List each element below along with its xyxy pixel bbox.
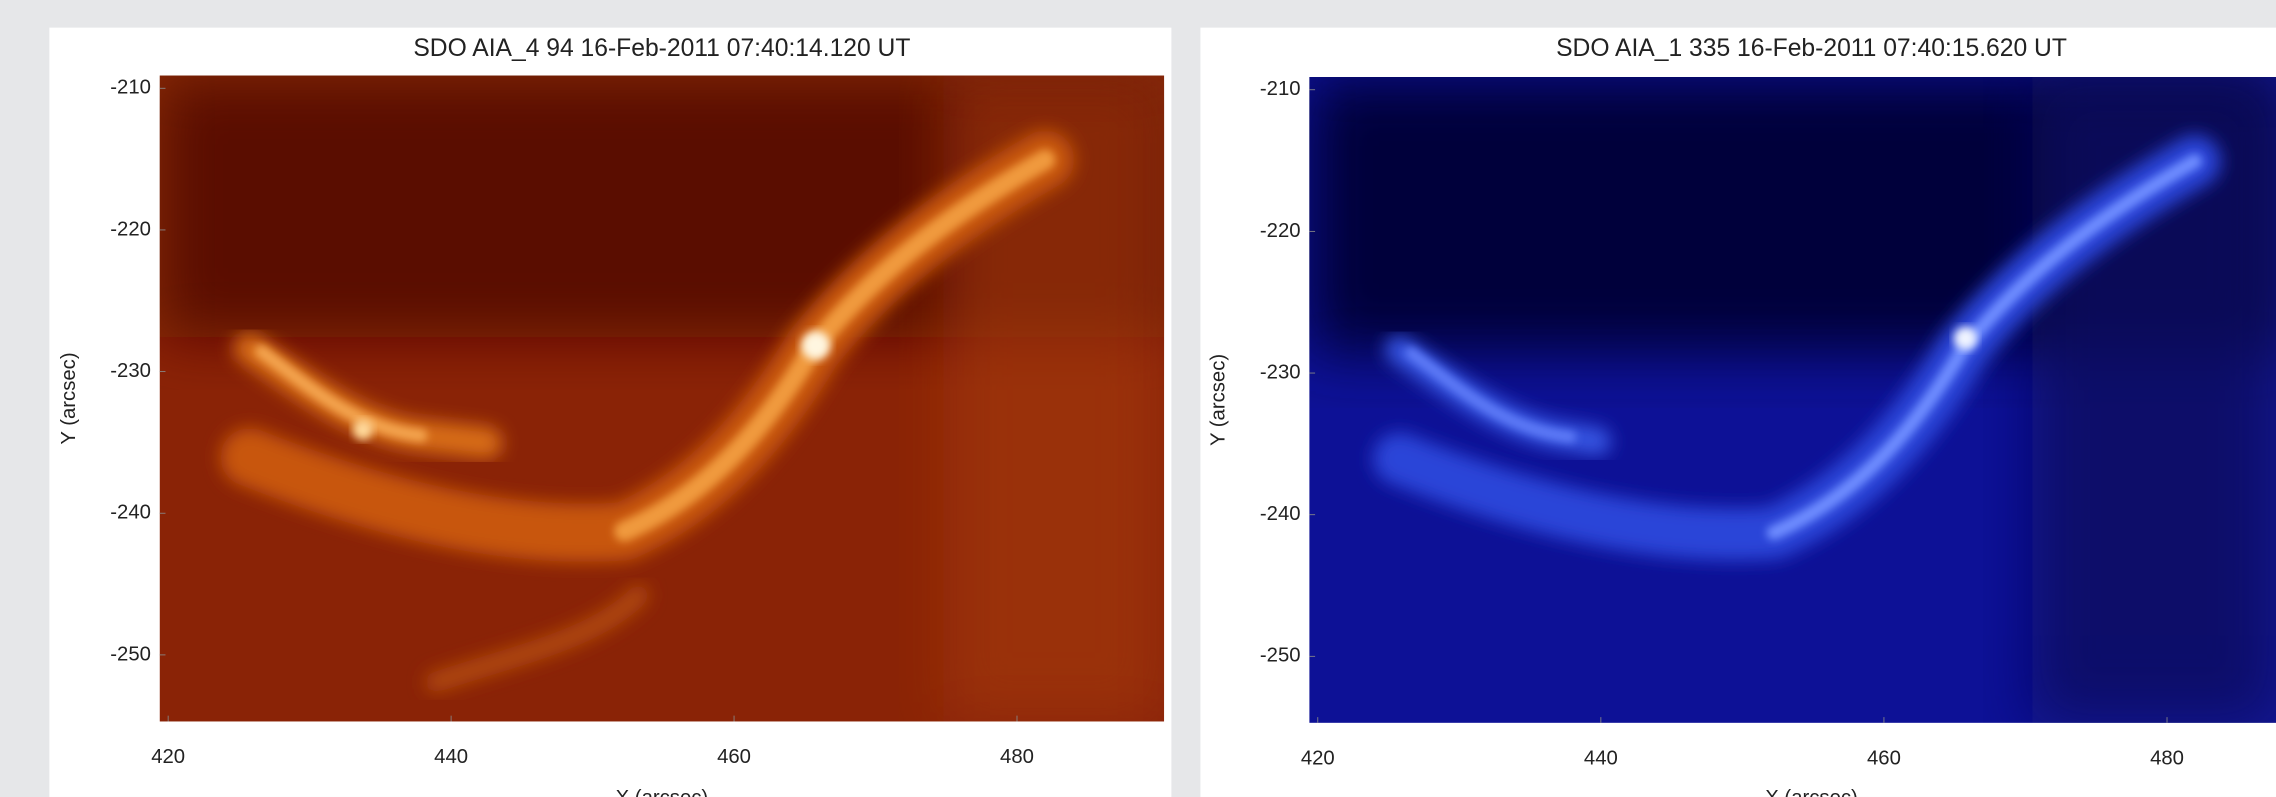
x-tick-label: 420 — [1301, 748, 1335, 770]
x-tick-label: 420 — [151, 746, 185, 768]
x-tick-label: 480 — [2150, 748, 2184, 770]
x-tick-label: 440 — [434, 746, 468, 768]
y-tick-label: -250 — [1260, 645, 1301, 667]
x-tick-label: 460 — [717, 746, 751, 768]
chart-title: SDO AIA_4 94 16-Feb-2011 07:40:14.120 UT — [413, 35, 910, 62]
y-axis-label: Y (arcsec) — [58, 352, 80, 444]
x-tick-label: 440 — [1584, 748, 1618, 770]
solar-image — [1309, 76, 2276, 723]
x-tick-label: 460 — [1867, 748, 1901, 770]
y-tick-label: -240 — [1260, 503, 1301, 525]
chart-title: SDO AIA_1 335 16-Feb-2011 07:40:15.620 U… — [1556, 35, 2067, 62]
x-axis-label: X (arcsec) — [616, 787, 709, 797]
x-tick-label: 480 — [1000, 746, 1034, 768]
y-tick-label: -230 — [1260, 361, 1301, 383]
y-tick-label: -210 — [110, 77, 151, 99]
y-tick-label: -210 — [1260, 78, 1301, 100]
y-tick-label: -220 — [1260, 220, 1301, 242]
y-tick-label: -240 — [110, 502, 151, 524]
y-axis-label: Y (arcsec) — [1208, 354, 1230, 446]
x-axis-label: X (arcsec) — [1765, 787, 1858, 797]
y-tick-label: -250 — [110, 643, 151, 665]
y-tick-label: -220 — [110, 218, 151, 240]
solar-image — [159, 75, 1165, 722]
y-tick-label: -230 — [110, 360, 151, 382]
